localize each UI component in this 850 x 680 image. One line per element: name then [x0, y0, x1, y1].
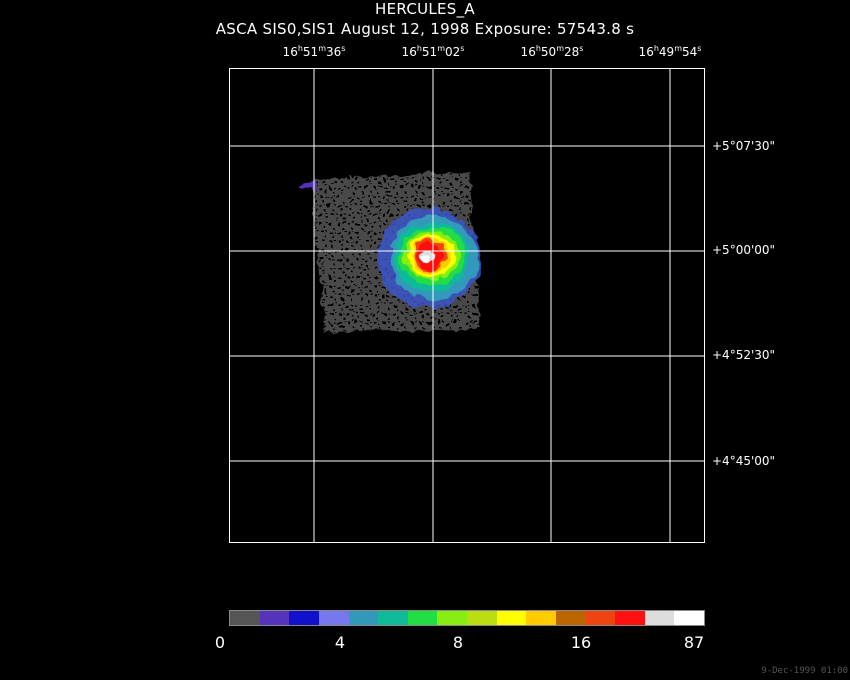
coordinate-grid — [229, 68, 705, 543]
colorbar-swatch — [644, 611, 675, 625]
dec-label: +4°52'30" — [712, 348, 776, 362]
colorbar-label: 0 — [214, 633, 226, 652]
colorbar-swatch — [318, 611, 349, 625]
dec-label: +4°45'00" — [712, 454, 776, 468]
image-subtitle: ASCA SIS0,SIS1 August 12, 1998 Exposure:… — [215, 20, 635, 38]
colorbar-swatch — [407, 611, 438, 625]
ra-label: 16h51m36s — [282, 44, 346, 59]
xray-image — [229, 68, 705, 543]
dec-label: +5°07'30" — [712, 139, 776, 153]
colorbar-swatch — [674, 611, 704, 625]
colorbar-swatch — [259, 611, 290, 625]
colorbar-swatch — [348, 611, 379, 625]
ra-label: 16h50m28s — [520, 44, 584, 59]
dec-label: +5°00'00" — [712, 243, 776, 257]
timestamp: 9-Dec-1999 01:00 — [761, 666, 848, 676]
colorbar-swatch — [555, 611, 586, 625]
colorbar-swatch — [496, 611, 527, 625]
colorbar-label: 8 — [452, 633, 464, 652]
colorbar-swatch — [437, 611, 467, 625]
colorbar-label: 16 — [570, 633, 592, 652]
colorbar-swatch — [289, 611, 319, 625]
image-frame — [229, 68, 705, 543]
colorbar-swatch — [585, 611, 616, 625]
colorbar-swatch — [378, 611, 408, 625]
detector-field — [299, 171, 481, 332]
ra-label: 16h49m54s — [638, 44, 702, 59]
colorbar-swatch — [526, 611, 556, 625]
colorbar-label: 87 — [683, 633, 705, 652]
ra-label: 16h51m02s — [401, 44, 465, 59]
colorbar-swatch — [467, 611, 497, 625]
colorbar-swatch — [615, 611, 645, 625]
colorbar-label: 4 — [334, 633, 346, 652]
colorbar-swatch — [230, 611, 260, 625]
image-title: HERCULES_A — [374, 0, 475, 18]
colorbar — [229, 610, 705, 626]
